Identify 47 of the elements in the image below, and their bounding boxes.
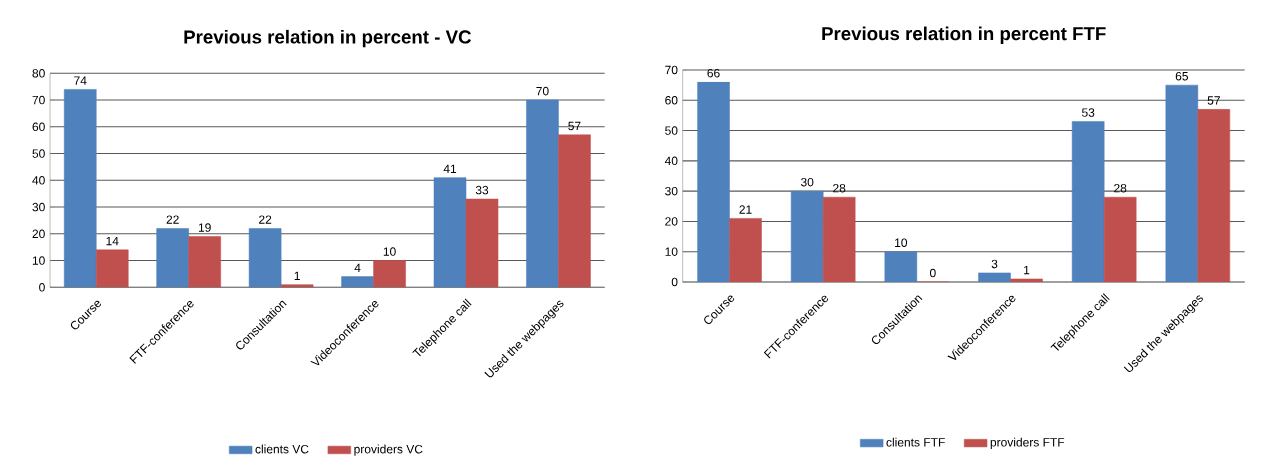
chart-title: Previous relation in percent - VC — [184, 29, 472, 48]
y-tick-label: 10 — [32, 256, 45, 265]
y-tick-label: 80 — [32, 69, 45, 78]
data-label: 66 — [707, 68, 720, 78]
legend-label: providers VC — [354, 444, 423, 456]
chart-title: Previous relation in percent FTF — [822, 26, 1106, 44]
data-label: 30 — [800, 177, 814, 187]
y-tick-label: 0 — [39, 283, 45, 292]
data-label: 22 — [259, 215, 272, 224]
data-label: 28 — [1114, 183, 1127, 193]
y-tick-label: 40 — [32, 176, 45, 185]
data-label: 14 — [106, 236, 119, 246]
data-label: 33 — [475, 185, 489, 195]
y-tick-label: 70 — [32, 95, 45, 105]
data-label: 65 — [1175, 71, 1188, 81]
legend-label: clients VC — [255, 444, 309, 454]
data-label: 1 — [294, 271, 300, 280]
data-label: 28 — [833, 183, 846, 193]
y-tick-label: 0 — [671, 277, 678, 287]
data-label: 1 — [1024, 265, 1030, 275]
data-label: 0 — [929, 268, 936, 278]
y-tick-label: 30 — [32, 202, 45, 212]
data-label: 10 — [383, 247, 396, 256]
data-label: 3 — [991, 259, 998, 269]
data-label: 53 — [1081, 108, 1095, 117]
y-tick-label: 60 — [32, 122, 45, 132]
data-label: 57 — [568, 121, 581, 131]
y-tick-label: 20 — [32, 229, 45, 239]
y-tick-label: 40 — [664, 156, 678, 166]
y-tick-label: 30 — [665, 186, 678, 196]
legend-label: clients FTF — [886, 437, 945, 447]
data-label: 57 — [1207, 96, 1220, 105]
data-label: 74 — [74, 76, 87, 85]
data-label: 4 — [354, 263, 361, 272]
y-tick-label: 10 — [665, 247, 678, 256]
y-tick-label: 70 — [665, 65, 678, 75]
data-label: 21 — [739, 205, 752, 214]
y-tick-label: 50 — [32, 149, 45, 158]
data-label: 22 — [166, 215, 179, 224]
y-tick-label: 60 — [665, 96, 678, 105]
data-label: 70 — [536, 86, 549, 96]
data-label: 10 — [895, 238, 908, 247]
legend-label: providers FTF — [990, 437, 1065, 449]
y-tick-label: 20 — [665, 217, 678, 226]
data-label: 41 — [443, 164, 457, 173]
data-label: 19 — [198, 223, 211, 232]
y-tick-label: 50 — [665, 126, 678, 135]
